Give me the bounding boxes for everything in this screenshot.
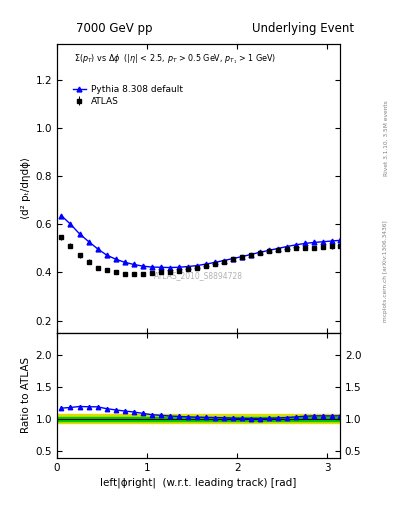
Text: ATLAS_2010_S8894728: ATLAS_2010_S8894728 [154,271,243,281]
Pythia 8.308 default [284,244,289,250]
Pythia 8.308 default [86,239,91,245]
Pythia 8.308 default [104,252,109,258]
Pythia 8.308 default [95,246,100,252]
X-axis label: left|ϕright|  (w.r.t. leading track) [rad]: left|ϕright| (w.r.t. leading track) [rad… [100,477,297,488]
Pythia 8.308 default [113,256,118,262]
Pythia 8.308 default [149,264,154,270]
Bar [57,417,340,420]
Pythia 8.308 default [221,258,226,264]
Pythia 8.308 default [230,255,235,262]
Text: 7000 GeV pp: 7000 GeV pp [76,22,152,35]
Pythia 8.308 default [59,212,64,219]
Pythia 8.308 default [302,240,307,246]
Text: mcplots.cern.ch [arXiv:1306.3436]: mcplots.cern.ch [arXiv:1306.3436] [384,221,388,322]
Pythia 8.308 default [212,260,217,266]
Y-axis label: Ratio to ATLAS: Ratio to ATLAS [21,357,31,434]
Pythia 8.308 default [338,237,342,243]
Pythia 8.308 default [239,253,244,260]
Pythia 8.308 default [140,263,145,269]
Pythia 8.308 default [122,259,127,265]
Text: $\Sigma(p_T)$ vs $\Delta\phi$  ($|\eta|$ < 2.5, $p_T$ > 0.5 GeV, $p_{T_1}$ > 1 G: $\Sigma(p_T)$ vs $\Delta\phi$ ($|\eta|$ … [74,52,276,66]
Pythia 8.308 default [248,251,253,258]
Pythia 8.308 default [257,249,262,255]
Pythia 8.308 default [68,221,73,227]
Pythia 8.308 default [266,247,271,253]
Pythia 8.308 default [167,265,172,271]
Pythia 8.308 default [329,238,334,244]
Pythia 8.308 default [203,261,208,267]
Line: Pythia 8.308 default: Pythia 8.308 default [59,214,342,270]
Pythia 8.308 default [131,261,136,267]
Text: Rivet 3.1.10, 3.5M events: Rivet 3.1.10, 3.5M events [384,100,388,176]
Text: Underlying Event: Underlying Event [252,22,354,35]
Pythia 8.308 default [275,245,280,251]
Y-axis label: ⟨d² pₜ/dηdϕ⟩: ⟨d² pₜ/dηdϕ⟩ [21,157,31,219]
Pythia 8.308 default [176,264,181,270]
Pythia 8.308 default [320,239,325,245]
Pythia 8.308 default [185,264,190,270]
Pythia 8.308 default [293,242,298,248]
Bar [57,414,340,423]
Pythia 8.308 default [194,263,199,269]
Pythia 8.308 default [77,231,82,237]
Pythia 8.308 default [158,264,163,270]
Pythia 8.308 default [311,240,316,246]
Legend: Pythia 8.308 default, ATLAS: Pythia 8.308 default, ATLAS [70,83,185,109]
